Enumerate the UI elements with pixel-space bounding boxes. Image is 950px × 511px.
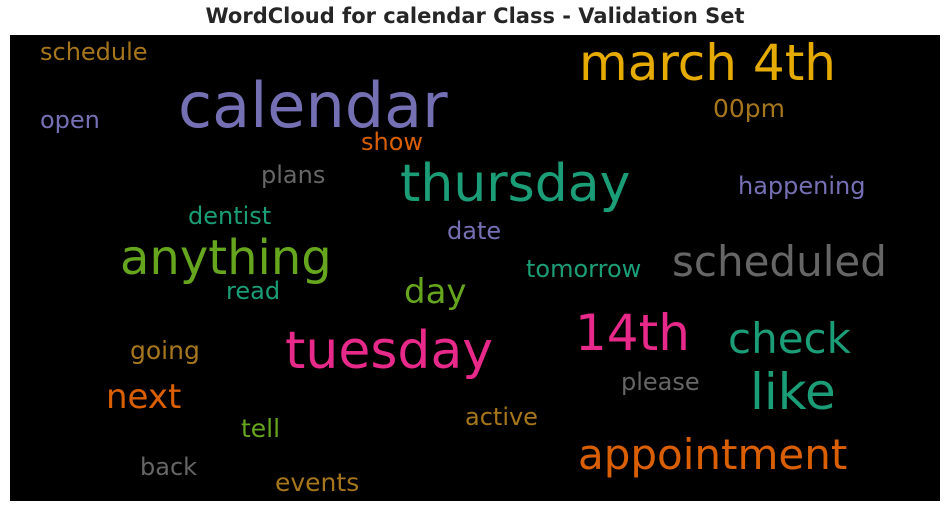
word-tomorrow: tomorrow [526,257,641,281]
word-going: going [130,338,200,363]
word-thursday: thursday [400,158,630,210]
word-active: active [465,405,538,429]
word-show: show [361,130,423,154]
word-happening: happening [738,174,865,198]
word-appointment: appointment [578,434,847,476]
word-like: like [750,367,836,417]
word-read: read [226,279,280,303]
word-open: open [40,108,100,132]
word-00pm: 00pm [713,96,785,121]
word-anything: anything [120,234,332,282]
word-date: date [447,219,501,243]
word-dentist: dentist [188,204,271,228]
word-march-4th: march 4th [579,38,836,88]
word-check: check [728,318,851,360]
word-please: please [621,370,700,394]
word-tuesday: tuesday [285,325,493,377]
word-next: next [106,380,181,414]
word-back: back [140,455,197,479]
word-scheduled: scheduled [672,241,887,283]
word-events: events [275,470,359,495]
word-14th: 14th [575,308,690,358]
word-cloud-canvas: calendar march 4th thursday anything sch… [10,35,940,501]
word-schedule: schedule [40,40,148,64]
word-tell: tell [241,416,280,441]
word-day: day [404,275,467,309]
chart-title: WordCloud for calendar Class - Validatio… [0,4,950,28]
word-plans: plans [261,163,325,187]
